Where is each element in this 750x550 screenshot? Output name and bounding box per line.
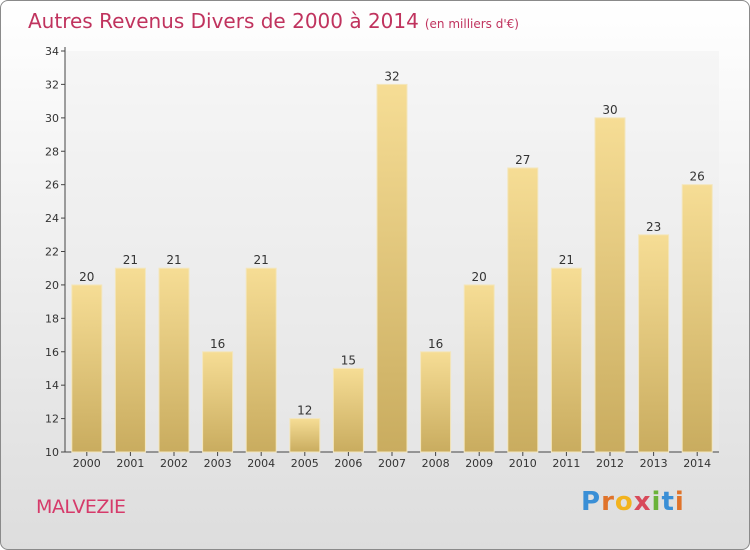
- y-tick-label: 14: [45, 379, 59, 392]
- x-tick-label: 2014: [683, 457, 711, 470]
- bar-value-label: 16: [428, 337, 443, 351]
- bar: [245, 267, 277, 453]
- x-tick-label: 2001: [116, 457, 144, 470]
- bar: [376, 83, 408, 453]
- bar: [158, 267, 190, 453]
- bar: [594, 117, 626, 453]
- bar-value-label: 30: [602, 103, 617, 117]
- y-tick-label: 32: [45, 78, 59, 91]
- x-tick-label: 2007: [378, 457, 406, 470]
- x-tick-label: 2003: [204, 457, 232, 470]
- bar-value-label: 27: [515, 153, 530, 167]
- x-tick-label: 2006: [334, 457, 362, 470]
- x-tick-label: 2011: [552, 457, 580, 470]
- bar: [114, 267, 146, 453]
- bar: [332, 367, 364, 453]
- y-tick-label: 26: [45, 179, 59, 192]
- bar-value-label: 21: [254, 253, 269, 267]
- logo-letter: P: [581, 487, 602, 517]
- x-tick-label: 2002: [160, 457, 188, 470]
- y-tick-label: 22: [45, 246, 59, 259]
- y-tick-label: 24: [45, 212, 59, 225]
- y-tick-label: 16: [45, 346, 59, 359]
- bar-value-label: 16: [210, 337, 225, 351]
- bar-value-label: 20: [79, 270, 94, 284]
- x-tick-label: 2010: [509, 457, 537, 470]
- bar-value-label: 21: [123, 253, 138, 267]
- bar-value-label: 26: [690, 170, 705, 184]
- x-tick-label: 2008: [422, 457, 450, 470]
- x-tick-label: 2013: [640, 457, 668, 470]
- bar: [463, 284, 495, 453]
- logo-letter: t: [661, 487, 675, 517]
- x-tick-label: 2005: [291, 457, 319, 470]
- y-tick-label: 10: [45, 446, 59, 459]
- logo-letter: x: [633, 487, 652, 517]
- chart-title-text: Autres Revenus Divers de 2000 à 2014: [28, 9, 419, 33]
- bar-value-label: 12: [297, 404, 312, 418]
- x-tick-label: 2004: [247, 457, 275, 470]
- x-tick-label: 2012: [596, 457, 624, 470]
- y-tick-label: 20: [45, 279, 59, 292]
- y-tick-label: 18: [45, 312, 59, 325]
- bar: [420, 351, 452, 453]
- chart-subtitle: (en milliers d'€): [424, 17, 519, 31]
- bar: [202, 351, 234, 453]
- proxiti-logo: Proxiti: [581, 487, 685, 517]
- bar: [550, 267, 582, 453]
- commune-name: MALVEZIE: [36, 496, 126, 518]
- bar-value-label: 20: [472, 270, 487, 284]
- y-tick-label: 30: [45, 112, 59, 125]
- bar-value-label: 32: [384, 69, 399, 83]
- y-tick-label: 28: [45, 145, 59, 158]
- logo-letter: i: [674, 487, 685, 517]
- bar-value-label: 15: [341, 353, 356, 367]
- bar: [507, 167, 539, 453]
- chart-title: Autres Revenus Divers de 2000 à 2014 (en …: [28, 9, 519, 33]
- bar: [638, 234, 670, 453]
- bar: [681, 184, 713, 453]
- bar-value-label: 21: [559, 253, 574, 267]
- x-tick-label: 2009: [465, 457, 493, 470]
- logo-letter: i: [651, 487, 662, 517]
- logo-letter: o: [614, 487, 634, 517]
- bar: [289, 418, 321, 453]
- bar-value-label: 21: [166, 253, 181, 267]
- logo-letter: r: [601, 487, 615, 517]
- y-tick-label: 12: [45, 413, 59, 426]
- bar-value-label: 23: [646, 220, 661, 234]
- bar: [71, 284, 103, 453]
- x-tick-label: 2000: [73, 457, 101, 470]
- y-tick-label: 34: [45, 45, 59, 58]
